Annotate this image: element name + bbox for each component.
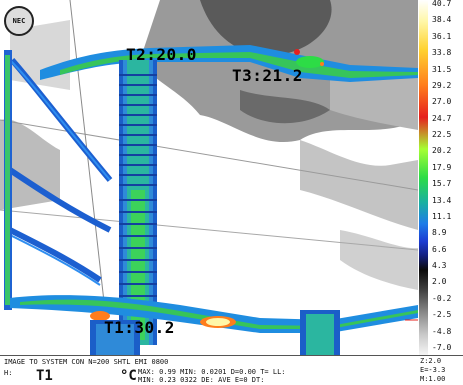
status-right-1: Z:2.0	[420, 357, 442, 365]
scale-tick: 8.9	[432, 228, 447, 238]
scale-tick: 31.5	[432, 64, 452, 74]
status-detail-1: MAX: 0.99 MIN: 0.0201 D=0.00 T= LL:	[138, 368, 286, 376]
scale-tick: -7.0	[432, 343, 452, 352]
temp-label-t3: T3:21.2	[232, 66, 303, 85]
scale-tick: 38.4	[432, 15, 452, 25]
temp-label-t2: T2:20.0	[126, 45, 197, 64]
status-right-2: E=-3.3	[420, 366, 446, 374]
status-right: Z:2.0 E=-3.3 M:1.00	[420, 357, 445, 384]
scale-tick: 33.8	[432, 48, 452, 58]
status-right-3: M:1.00	[420, 375, 446, 383]
status-bar: IMAGE TO SYSTEM CON N=200 SHTL EMI 0800 …	[0, 355, 463, 385]
scale-tick: -4.8	[432, 326, 452, 336]
scale-tick: 11.1	[432, 211, 452, 221]
scale-tick: 22.5	[432, 130, 452, 140]
scale-tick: 2.0	[432, 277, 447, 287]
scale-tick: 4.3	[432, 261, 447, 271]
scale-tick: 36.1	[432, 31, 452, 41]
scale-tick: 27.0	[432, 97, 452, 107]
scale-tick: 15.7	[432, 179, 452, 189]
scale-tick: 13.4	[432, 195, 452, 205]
temperature-scale: 40.7 38.4 36.1 33.8 31.5 29.2 27.0 24.7 22.5 20.2…	[418, 0, 463, 355]
scale-tick: 17.9	[432, 162, 452, 172]
scale-tick: 29.2	[432, 80, 452, 90]
status-detail-2: MIN: 0.23 0322 DE: AVE E=0 DT:	[138, 376, 265, 384]
scale-tick: 24.7	[432, 113, 452, 123]
scale-tick: -0.2	[432, 293, 452, 303]
thermal-image: NEC T2:20.0 T3:21.2 T1:30.2	[0, 0, 418, 355]
scale-tick: 40.7	[432, 0, 452, 8]
scale-tick: -2.5	[432, 310, 452, 320]
unit-celsius: °C	[120, 368, 137, 384]
camera-logo: NEC	[4, 6, 34, 36]
scale-tick: 6.6	[432, 244, 447, 254]
temp-label-t1: T1:30.2	[104, 318, 175, 337]
status-prefix: H:	[4, 369, 13, 377]
status-line-1: IMAGE TO SYSTEM CON N=200 SHTL EMI 0800	[4, 358, 169, 366]
status-t1: T1	[36, 368, 53, 384]
thermal-scene	[0, 0, 418, 355]
color-scale-bar	[419, 0, 428, 355]
scale-tick: 20.2	[432, 146, 452, 156]
